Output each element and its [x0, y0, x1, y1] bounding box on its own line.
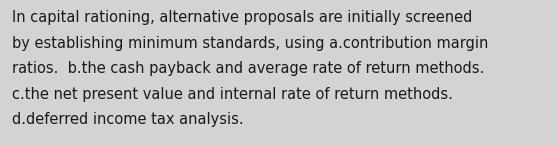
- Text: c.the net present value and internal rate of return methods.: c.the net present value and internal rat…: [12, 87, 453, 102]
- Text: In capital rationing, alternative proposals are initially screened: In capital rationing, alternative propos…: [12, 10, 473, 25]
- Text: by establishing minimum standards, using a.contribution margin: by establishing minimum standards, using…: [12, 36, 489, 51]
- Text: ratios.  b.the cash payback and average rate of return methods.: ratios. b.the cash payback and average r…: [12, 61, 484, 76]
- Text: d.deferred income tax analysis.: d.deferred income tax analysis.: [12, 112, 244, 127]
